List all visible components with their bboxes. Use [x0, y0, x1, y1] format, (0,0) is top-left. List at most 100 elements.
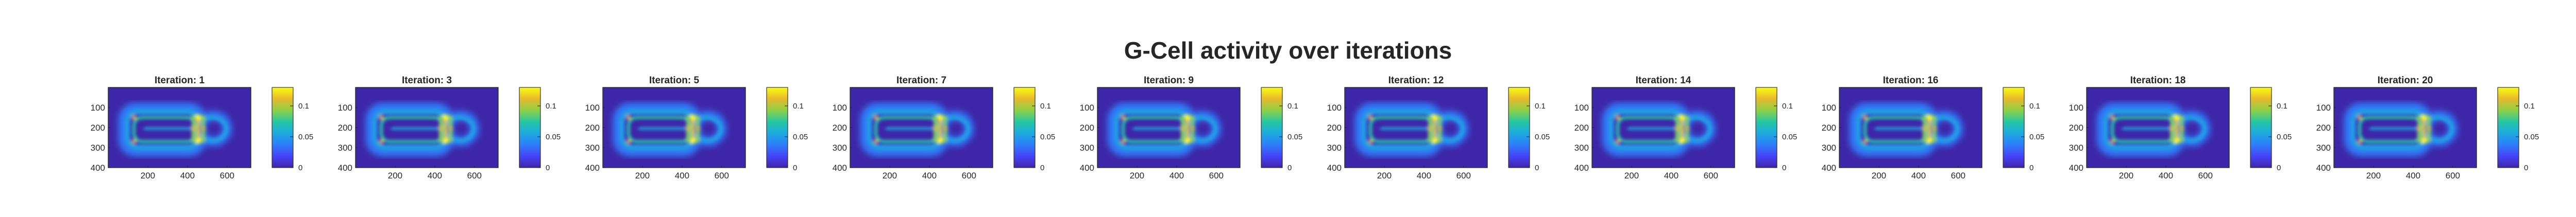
y-tick-label: 300	[2316, 143, 2331, 153]
colorbar-tick-label: 0.1	[1287, 102, 1298, 111]
heatmap-field	[2344, 102, 2458, 156]
colorbar-tick-label: 0.1	[2029, 102, 2040, 111]
colorbar-tick-label: 0	[2277, 164, 2281, 172]
y-tick-label: 100	[2316, 103, 2331, 113]
heatmap-panel: Iteration: 20 200 400 600 100 200 300 400 0 0.05 0…	[2316, 75, 2539, 180]
x-tick-label: 400	[1417, 171, 1431, 180]
y-tick-label: 400	[91, 163, 105, 173]
y-tick-label: 300	[585, 143, 600, 153]
y-tick-label: 300	[1080, 143, 1094, 153]
colorbar-tick-label: 0.05	[1535, 133, 1550, 141]
y-tick-label: 400	[1327, 163, 1342, 173]
colorbar-tick-label: 0.1	[1040, 102, 1051, 111]
x-tick-label: 200	[883, 171, 897, 180]
x-tick-label: 400	[2159, 171, 2173, 180]
colorbar	[1508, 87, 1530, 168]
colorbar-tick-label: 0.05	[793, 133, 808, 141]
colorbar-tick-label: 0.1	[793, 102, 804, 111]
x-tick-label: 200	[635, 171, 650, 180]
x-tick-label: 200	[2119, 171, 2133, 180]
colorbar-tick-label: 0.05	[1782, 133, 1797, 141]
colorbar	[1755, 87, 1777, 168]
colorbar-tick-label: 0.05	[298, 133, 313, 141]
colorbar-tick-label: 0	[1782, 164, 1786, 172]
heatmap-field	[860, 102, 974, 156]
colorbar-tick-label: 0.1	[546, 102, 556, 111]
x-tick-label: 400	[1170, 171, 1184, 180]
colorbar-tick-label: 0.05	[1040, 133, 1055, 141]
y-tick-label: 200	[2069, 123, 2083, 133]
x-tick-label: 600	[715, 171, 729, 180]
panel-title: Iteration: 14	[1636, 75, 1691, 86]
y-tick-label: 200	[1574, 123, 1589, 133]
colorbar	[272, 87, 294, 168]
heatmap-panel: Iteration: 14 200 400 600 100 200 300 400 0 0.05 0…	[1574, 75, 1798, 180]
heatmap-panel: Iteration: 5 200 400 600 100 200 300 400 0 0.05 0.…	[585, 75, 808, 180]
colorbar	[2250, 87, 2272, 168]
x-tick-label: 200	[1872, 171, 1886, 180]
x-tick-label: 600	[1951, 171, 1965, 180]
x-tick-label: 400	[428, 171, 442, 180]
y-tick-label: 100	[1574, 103, 1589, 113]
y-tick-label: 100	[338, 103, 352, 113]
x-tick-label: 200	[388, 171, 402, 180]
x-tick-label: 400	[2406, 171, 2420, 180]
x-tick-label: 400	[675, 171, 689, 180]
heatmap-panel: Iteration: 9 200 400 600 100 200 300 400 0 0.05 0.…	[1080, 75, 1303, 180]
y-tick-label: 300	[833, 143, 847, 153]
x-tick-label: 600	[2198, 171, 2213, 180]
x-tick-label: 600	[1456, 171, 1471, 180]
colorbar	[766, 87, 788, 168]
panel-title: Iteration: 12	[1388, 75, 1444, 86]
y-tick-label: 100	[833, 103, 847, 113]
y-tick-label: 400	[1822, 163, 1836, 173]
x-tick-label: 200	[141, 171, 155, 180]
colorbar-tick-label: 0.1	[2524, 102, 2535, 111]
y-tick-label: 300	[1327, 143, 1342, 153]
colorbar-tick-label: 0.05	[546, 133, 561, 141]
x-tick-label: 400	[922, 171, 937, 180]
heatmap-field	[1602, 102, 1716, 156]
x-tick-label: 400	[1664, 171, 1679, 180]
colorbar-tick-label: 0.05	[2277, 133, 2292, 141]
panel-title: Iteration: 18	[2130, 75, 2186, 86]
y-tick-label: 400	[338, 163, 352, 173]
heatmap-field	[2096, 102, 2210, 156]
colorbar-tick-label: 0	[1287, 164, 1292, 172]
colorbar-tick-label: 0.1	[1782, 102, 1793, 111]
x-tick-label: 200	[1130, 171, 1144, 180]
colorbar	[1013, 87, 1036, 168]
colorbar	[519, 87, 541, 168]
heatmap-panel: Iteration: 16 200 400 600 100 200 300 400 0 0.05 0…	[1822, 75, 2045, 180]
y-tick-label: 200	[833, 123, 847, 133]
colorbar	[2003, 87, 2025, 168]
panel-title: Iteration: 1	[155, 75, 205, 86]
y-tick-label: 400	[2316, 163, 2331, 173]
x-tick-label: 600	[220, 171, 234, 180]
x-tick-label: 600	[962, 171, 976, 180]
x-tick-label: 600	[1209, 171, 1224, 180]
heatmap-panel: Iteration: 18 200 400 600 100 200 300 400 0 0.05 0…	[2069, 75, 2292, 180]
y-tick-label: 100	[1327, 103, 1342, 113]
x-tick-label: 400	[180, 171, 195, 180]
heatmap-field	[1849, 102, 1963, 156]
x-tick-label: 600	[467, 171, 482, 180]
x-tick-label: 200	[1377, 171, 1392, 180]
y-tick-label: 200	[1327, 123, 1342, 133]
heatmap-field	[365, 102, 479, 156]
y-tick-label: 400	[585, 163, 600, 173]
panel-title: Iteration: 16	[1883, 75, 1939, 86]
y-tick-label: 400	[1574, 163, 1589, 173]
y-tick-label: 100	[1822, 103, 1836, 113]
x-tick-label: 400	[1911, 171, 1926, 180]
y-tick-label: 300	[1822, 143, 1836, 153]
y-tick-label: 100	[585, 103, 600, 113]
y-tick-label: 300	[2069, 143, 2083, 153]
x-tick-label: 600	[2446, 171, 2460, 180]
colorbar-tick-label: 0	[546, 164, 550, 172]
colorbar-tick-label: 0	[1535, 164, 1539, 172]
colorbar	[1261, 87, 1283, 168]
colorbar-tick-label: 0.05	[2524, 133, 2539, 141]
y-tick-label: 100	[91, 103, 105, 113]
